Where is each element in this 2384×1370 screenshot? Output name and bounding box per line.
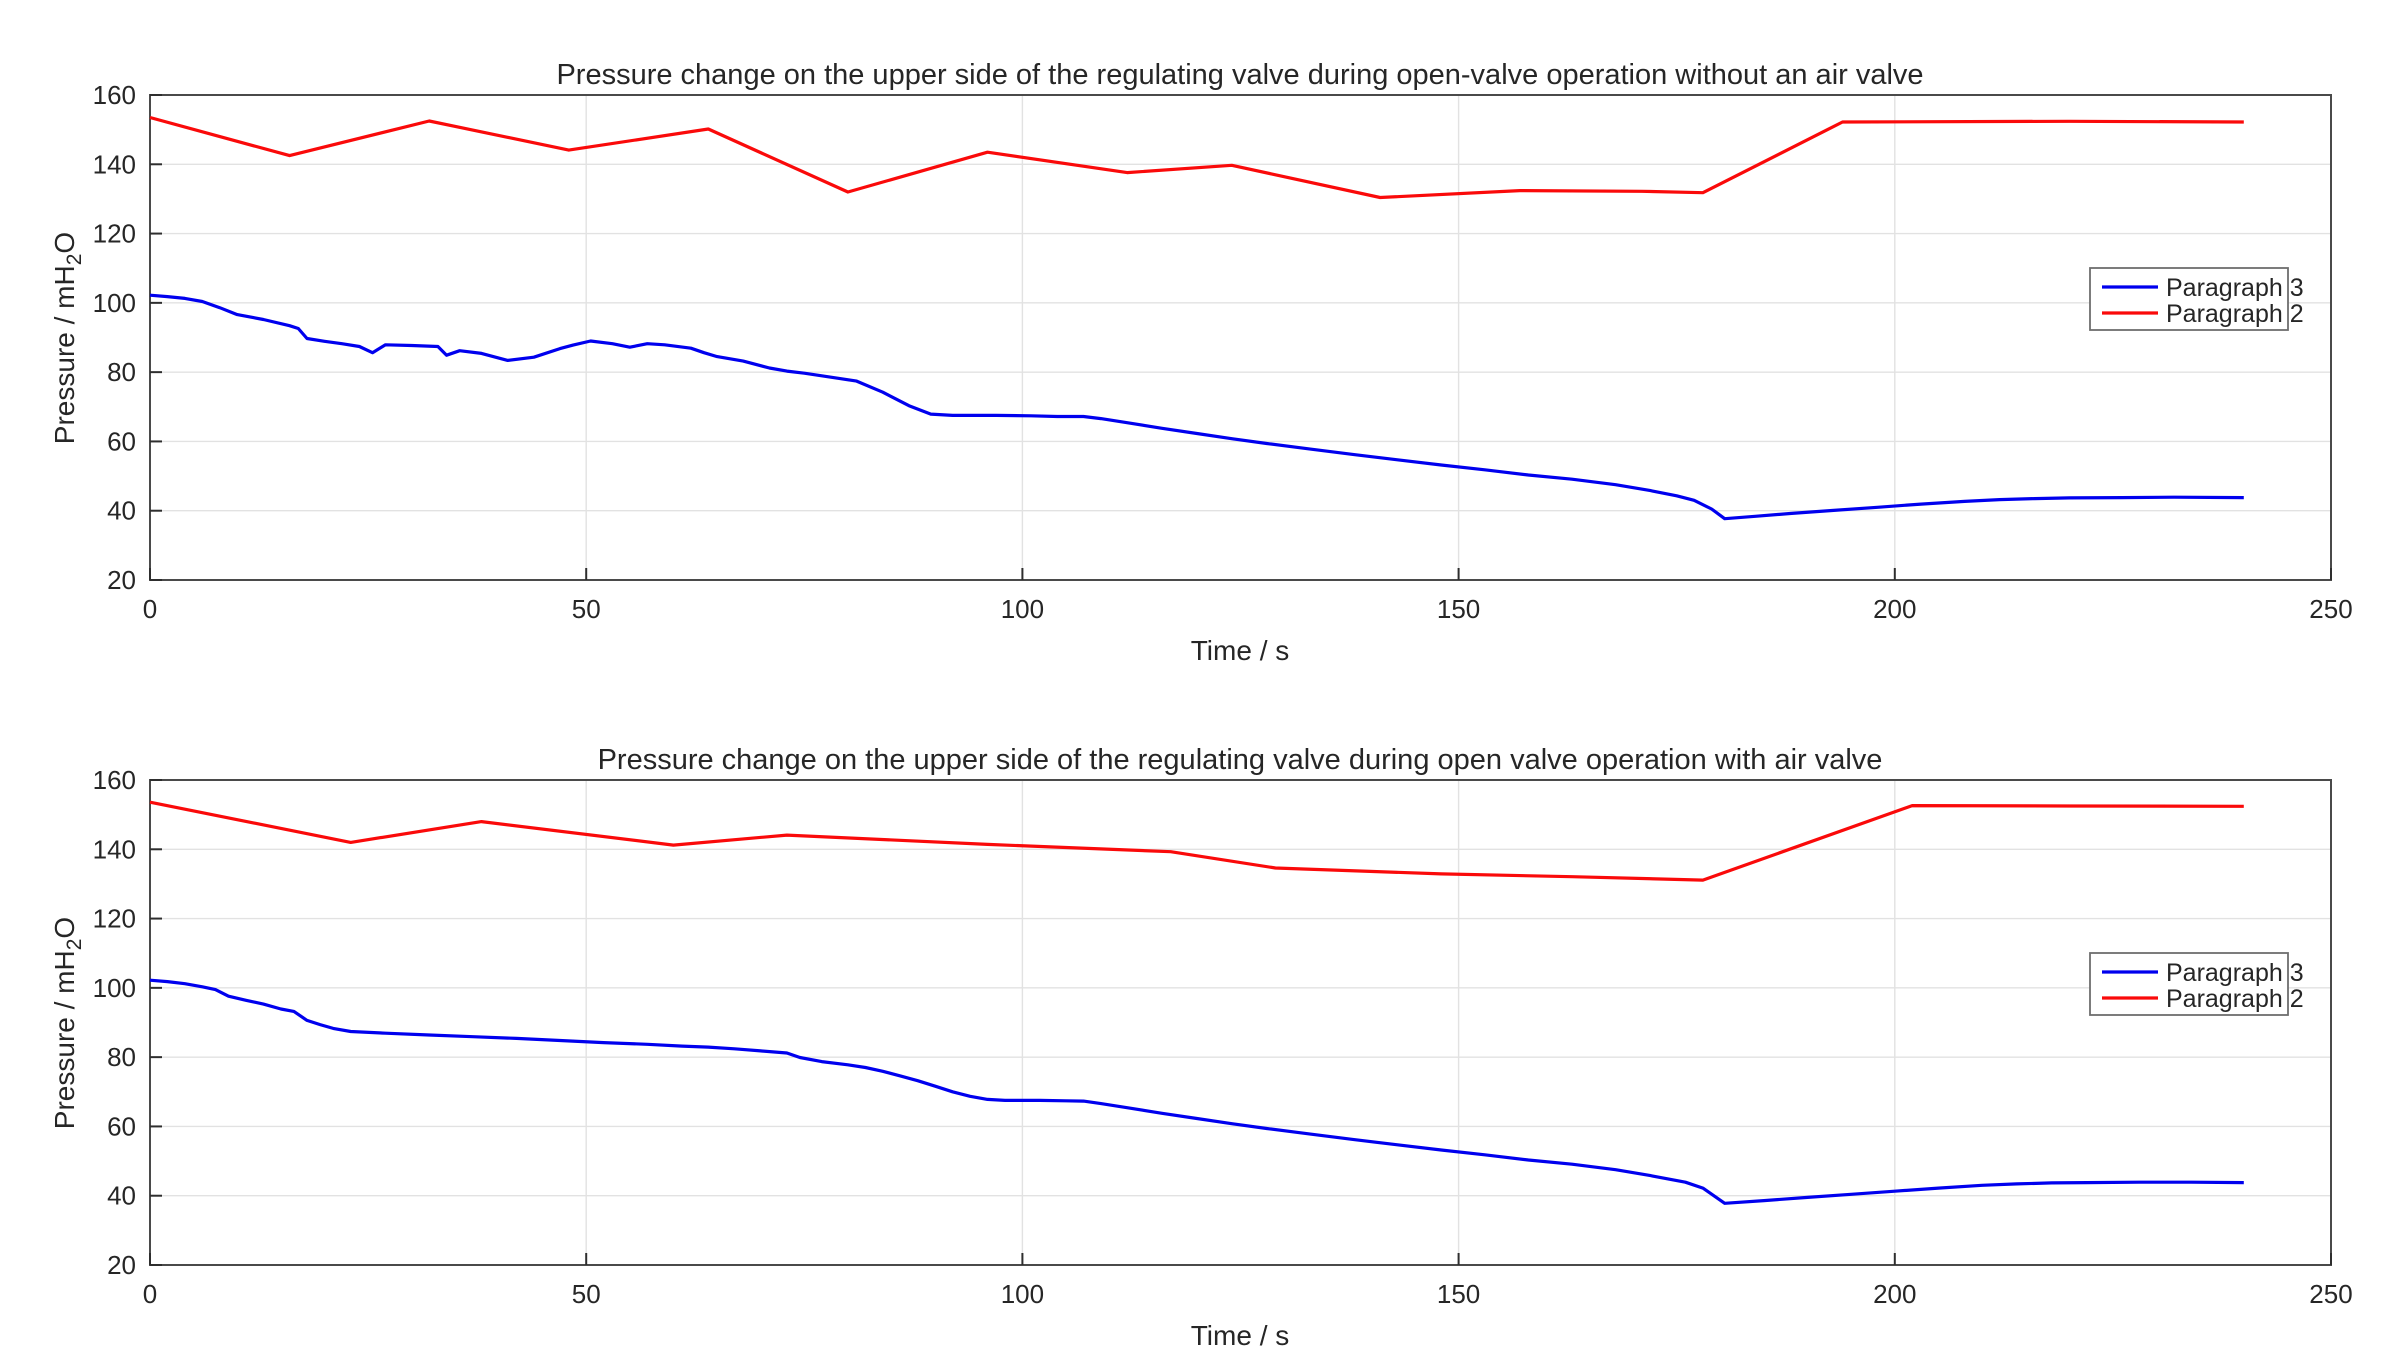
- y-tick-label: 60: [107, 426, 136, 456]
- plot-border: [149, 94, 2332, 581]
- plot-border: [149, 779, 2332, 1266]
- series-paragraph-3: [149, 293, 2244, 521]
- legend-label-paragraph-2: Paragraph 2: [2166, 985, 2304, 1013]
- legend-box: [2089, 267, 2289, 331]
- y-tick-label: 100: [93, 973, 136, 1003]
- x-axis-label: Time / s: [1191, 635, 1290, 666]
- x-tick-label: 200: [1873, 594, 1916, 624]
- legend: Paragraph 3 Paragraph 2: [2089, 952, 2304, 1016]
- y-tick-label: 40: [107, 496, 136, 526]
- legend-label-paragraph-2: Paragraph 2: [2166, 300, 2304, 328]
- plot-area: 0 50 100 150 200 250 20 40 60 80 100 120 140 160: [93, 765, 2353, 1309]
- y-axis-label: Pressure / mH2O: [49, 917, 86, 1129]
- pressure-chart-without-air-valve: 0 50 100 150 200 250 20 40 60 80 100 120 140 160 Pres…: [49, 59, 2353, 666]
- chart-panel-with-air-valve: 0 50 100 150 200 250 20 40 60 80 100 120 140 160 Pres…: [0, 685, 2384, 1370]
- x-tick-label: 150: [1437, 1279, 1480, 1309]
- y-tick-label: 20: [107, 565, 136, 595]
- x-tick-label: 100: [1001, 1279, 1044, 1309]
- chart-title: Pressure change on the upper side of the…: [598, 744, 1883, 776]
- legend-box: [2089, 952, 2289, 1016]
- x-tick-label: 250: [2309, 594, 2352, 624]
- chart-panel-without-air-valve: 0 50 100 150 200 250 20 40 60 80 100 120 140 160 Pres…: [49, 59, 2353, 666]
- y-tick-label: 80: [107, 1042, 136, 1072]
- x-tick-label: 0: [143, 1279, 157, 1309]
- y-tick-label: 140: [93, 834, 136, 864]
- y-tick-label: 120: [93, 904, 136, 934]
- y-tick-label: 160: [93, 80, 136, 110]
- x-axis-label: Time / s: [1191, 1320, 1290, 1351]
- legend: Paragraph 3 Paragraph 2: [2089, 267, 2304, 331]
- y-tick-label: 80: [107, 357, 136, 387]
- x-tick-label: 250: [2309, 1279, 2352, 1309]
- y-tick-label: 100: [93, 288, 136, 318]
- y-tick-label: 60: [107, 1111, 136, 1141]
- y-tick-label: 20: [107, 1250, 136, 1280]
- x-tick-label: 150: [1437, 594, 1480, 624]
- series-paragraph-2: [149, 115, 2244, 200]
- x-tick-label: 50: [572, 594, 601, 624]
- x-tick-label: 0: [143, 594, 157, 624]
- pressure-chart-with-air-valve: 0 50 100 150 200 250 20 40 60 80 100 120 140 160 Pres…: [49, 744, 2353, 1351]
- series-paragraph-3: [149, 978, 2244, 1205]
- x-tick-label: 100: [1001, 594, 1044, 624]
- y-tick-label: 160: [93, 765, 136, 795]
- y-tick-label: 120: [93, 219, 136, 249]
- series-paragraph-2: [149, 800, 2244, 882]
- y-tick-label: 140: [93, 149, 136, 179]
- x-tick-label: 200: [1873, 1279, 1916, 1309]
- x-tick-label: 50: [572, 1279, 601, 1309]
- legend-label-paragraph-3: Paragraph 3: [2166, 959, 2304, 987]
- y-axis-label: Pressure / mH2O: [49, 232, 86, 444]
- chart-title: Pressure change on the upper side of the…: [556, 59, 1923, 91]
- legend-label-paragraph-3: Paragraph 3: [2166, 274, 2304, 302]
- plot-area: 0 50 100 150 200 250 20 40 60 80 100 120 140 160: [93, 80, 2353, 624]
- y-tick-label: 40: [107, 1181, 136, 1211]
